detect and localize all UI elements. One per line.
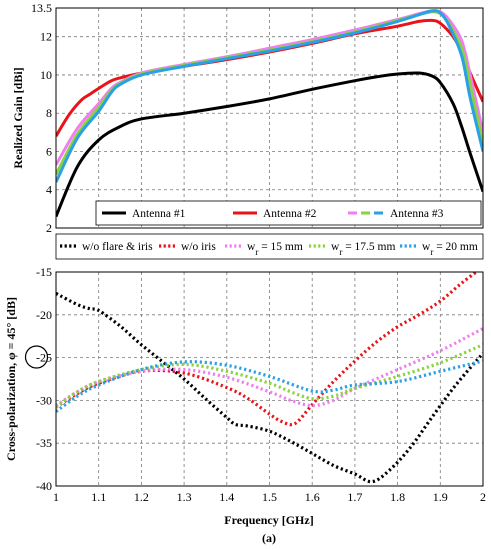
series-line-3	[56, 343, 483, 409]
x-tick-label: 1.4	[219, 490, 234, 504]
circled-tick-marker	[24, 345, 49, 369]
x-tick-label: 1.7	[347, 490, 362, 504]
figure-label: (a)	[262, 531, 276, 545]
legend-label-main: w	[331, 241, 340, 253]
y-tick-label: -20	[36, 308, 52, 322]
x-tick-label: 1	[53, 490, 59, 504]
legend-label-suffix: = 15 mm	[258, 241, 303, 253]
x-axis-label: Frequency [GHz]	[224, 513, 313, 527]
y-tick-label: 6	[46, 144, 52, 158]
y-tick-label: 10	[40, 68, 52, 82]
series-line-4	[56, 9, 483, 183]
crosspol-y-axis-label: Cross-polarization, φ = 45° [dB]	[4, 297, 18, 461]
x-tick-label: 1.9	[433, 490, 448, 504]
crosspol-chart: -15 -20 -25 -30 -35 -401 1.1 1.2 1.3 1.4 1.5 1.6 1.7…	[4, 265, 486, 545]
gain-chart: 2 4 6 8 10 12 13.5 Realized Gain [dBi] Antenna…	[11, 1, 484, 235]
legend-label: wr = 15 mm	[247, 241, 303, 257]
x-tick-label: 1.1	[91, 490, 106, 504]
series-line-4	[56, 359, 483, 413]
y-tick-label: 4	[46, 183, 52, 197]
legend-label-subscript: r	[339, 247, 342, 257]
legend-label: Antenna #3	[390, 208, 444, 220]
legend-label-suffix: = 20 mm	[433, 241, 478, 253]
crosspol-legend-box	[55, 233, 484, 260]
y-tick-label: 2	[46, 221, 52, 235]
legend-label: w/o iris	[181, 241, 216, 253]
y-tick-label: -25	[36, 351, 52, 365]
gain-y-axis-label: Realized Gain [dBi]	[11, 67, 25, 168]
legend-label-subscript: r	[255, 247, 258, 257]
series-line-0	[56, 291, 483, 484]
legend-label: wr = 20 mm	[422, 241, 478, 257]
y-tick-label: -15	[36, 265, 52, 279]
gain-legend-box	[95, 200, 482, 226]
legend-label-main: w	[247, 241, 256, 253]
gain-plot-frame	[55, 7, 484, 229]
legend-label: Antenna #2	[263, 208, 317, 220]
y-tick-label: -40	[36, 479, 52, 493]
y-tick-label: 12	[40, 30, 52, 44]
legend-label-subscript: r	[430, 247, 433, 257]
legend-label: Antenna #1	[132, 208, 186, 220]
x-tick-label: 1.2	[134, 490, 149, 504]
legend-label-main: w	[422, 241, 431, 253]
x-tick-label: 1.6	[305, 490, 320, 504]
x-tick-label: 1.5	[262, 490, 277, 504]
crosspol-plot-frame	[55, 271, 484, 487]
y-tick-label: -35	[36, 436, 52, 450]
y-tick-label: 8	[46, 106, 52, 120]
legend-label-main: w/o iris	[181, 241, 216, 253]
legend-label: wr = 17.5 mm	[331, 241, 395, 257]
y-tick-label: -30	[36, 393, 52, 407]
x-tick-label: 1.3	[177, 490, 192, 504]
legend-label-suffix: = 17.5 mm	[342, 241, 395, 253]
gain-legend: Antenna #1 Antenna #2 Antenna #3	[95, 200, 482, 226]
legend-label-main: w/o flare & iris	[82, 241, 153, 253]
legend-label: w/o flare & iris	[82, 241, 153, 253]
y-tick-label: 13.5	[31, 1, 52, 15]
series-line-1	[56, 272, 479, 427]
crosspol-legend: w/o flare & iris w/o iris wr = 15 mm wr = 1…	[55, 233, 484, 260]
x-tick-label: 2	[480, 490, 486, 504]
x-tick-label: 1.8	[390, 490, 405, 504]
series-line-0	[56, 71, 483, 218]
